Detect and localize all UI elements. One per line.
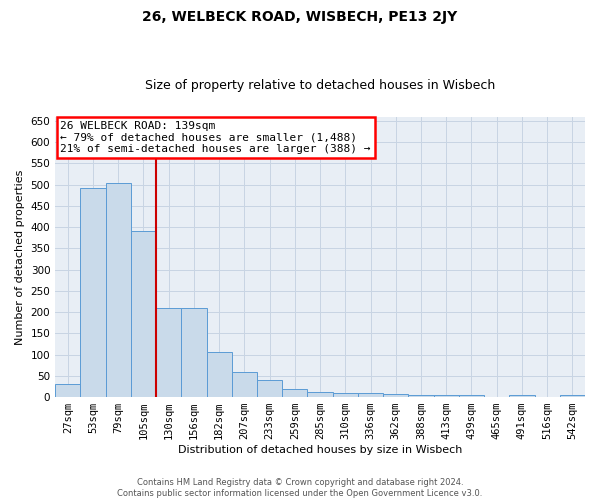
Bar: [358, 393, 383, 397]
Bar: [156, 308, 181, 397]
X-axis label: Distribution of detached houses by size in Wisbech: Distribution of detached houses by size …: [178, 445, 462, 455]
Bar: [55, 384, 80, 397]
Y-axis label: Number of detached properties: Number of detached properties: [15, 169, 25, 344]
Text: 26 WELBECK ROAD: 139sqm
← 79% of detached houses are smaller (1,488)
21% of semi: 26 WELBECK ROAD: 139sqm ← 79% of detache…: [61, 121, 371, 154]
Bar: [181, 308, 206, 397]
Bar: [409, 395, 434, 397]
Bar: [383, 394, 409, 397]
Text: 26, WELBECK ROAD, WISBECH, PE13 2JY: 26, WELBECK ROAD, WISBECH, PE13 2JY: [142, 10, 458, 24]
Bar: [80, 188, 106, 397]
Bar: [459, 396, 484, 397]
Bar: [307, 392, 332, 397]
Bar: [106, 184, 131, 397]
Bar: [434, 395, 459, 397]
Bar: [509, 396, 535, 397]
Title: Size of property relative to detached houses in Wisbech: Size of property relative to detached ho…: [145, 79, 495, 92]
Bar: [131, 232, 156, 397]
Bar: [332, 393, 358, 397]
Text: Contains HM Land Registry data © Crown copyright and database right 2024.
Contai: Contains HM Land Registry data © Crown c…: [118, 478, 482, 498]
Bar: [206, 352, 232, 397]
Bar: [232, 372, 257, 397]
Bar: [257, 380, 282, 397]
Bar: [282, 390, 307, 397]
Bar: [560, 396, 585, 397]
